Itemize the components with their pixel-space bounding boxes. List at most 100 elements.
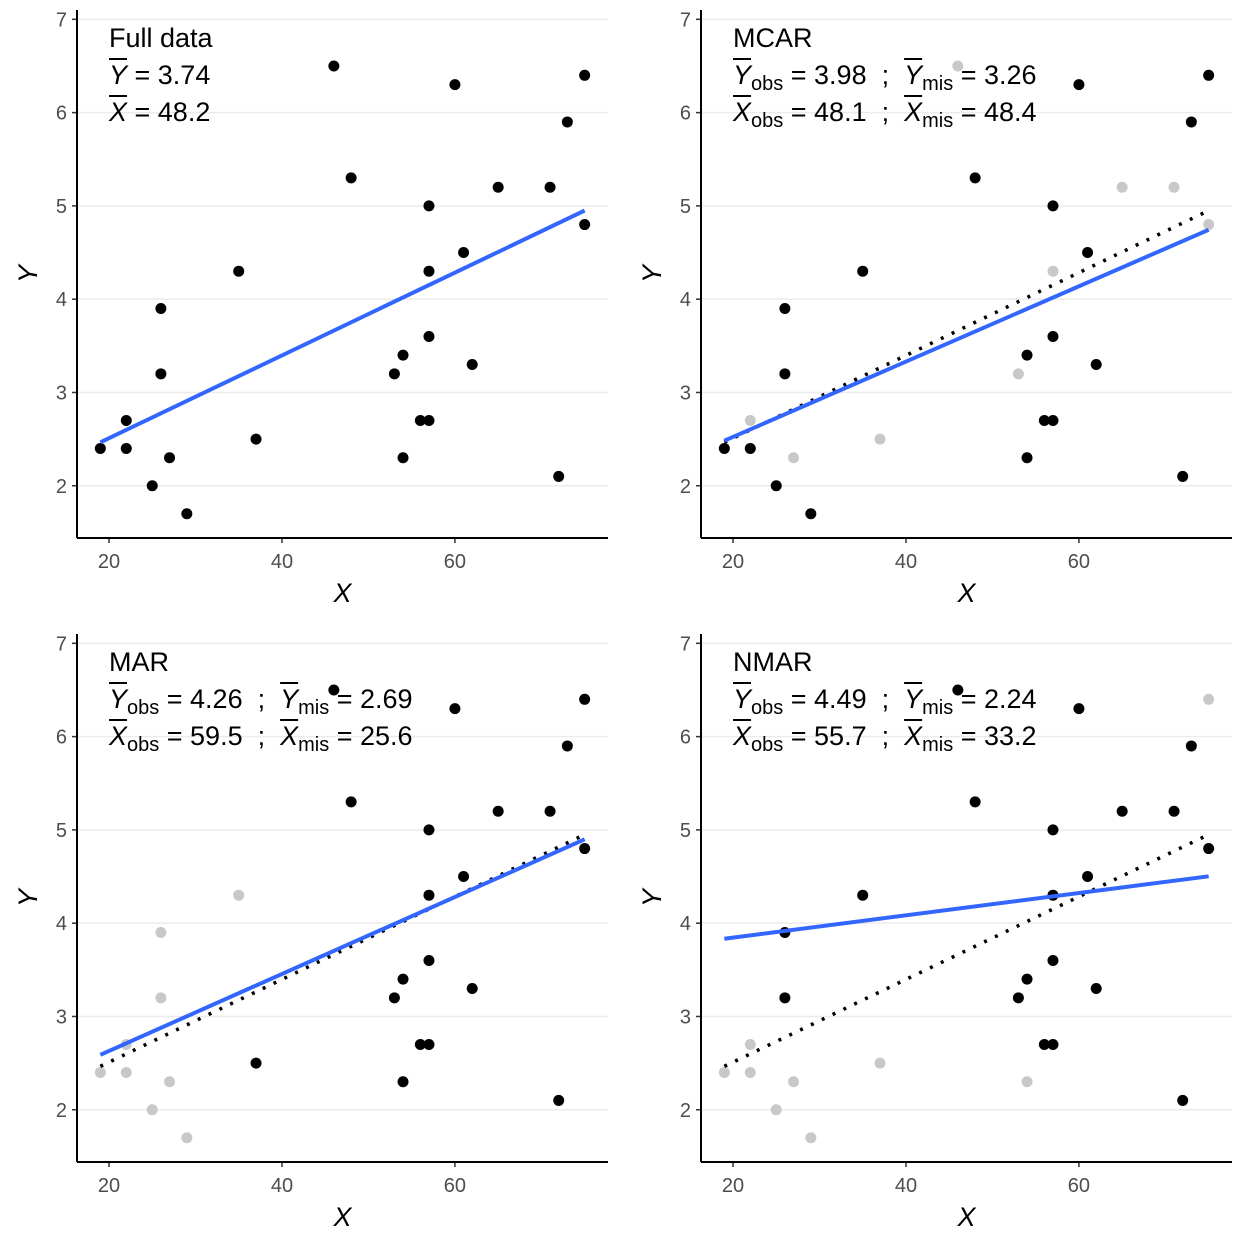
observed-point: [1047, 1038, 1059, 1050]
y-tick-label: 2: [56, 476, 67, 498]
observed-point: [164, 452, 176, 464]
missing-point: [874, 1057, 886, 1069]
observed-point: [423, 955, 435, 967]
full-data-fit-line: [723, 833, 1210, 1068]
y-tick-label: 7: [680, 633, 691, 655]
observed-point: [423, 824, 435, 836]
panel-title: Full data: [109, 23, 213, 53]
observed-point: [233, 265, 245, 277]
observed-point: [1047, 414, 1059, 426]
observed-point: [1038, 1038, 1050, 1050]
missing-point: [805, 1132, 817, 1144]
observed-point: [146, 480, 158, 492]
x-tick-label: 20: [98, 551, 120, 573]
missing-point: [1047, 265, 1059, 277]
missing-point: [1168, 181, 1180, 193]
y-tick-label: 5: [56, 196, 67, 218]
observed-point: [388, 368, 400, 380]
y-tick-label: 3: [56, 1006, 67, 1028]
observed-fit-line: [724, 874, 1209, 941]
observed-point: [744, 442, 756, 454]
observed-point: [94, 442, 106, 454]
observed-point: [857, 889, 869, 901]
observed-point: [397, 349, 409, 361]
observed-point: [1185, 740, 1197, 752]
observed-point: [414, 1038, 426, 1050]
observed-point: [345, 172, 357, 184]
y-mean-label: Y = 3.74: [109, 60, 211, 90]
y-tick-label: 6: [680, 103, 691, 125]
x-mean-label: Xobs = 48.1 ; Xmis = 48.4: [733, 97, 1037, 132]
x-tick-label: 40: [895, 551, 917, 573]
x-mean-label: X = 48.2: [109, 97, 211, 127]
missing-point: [1203, 693, 1215, 705]
observed-point: [388, 992, 400, 1004]
missing-point: [770, 1104, 782, 1116]
observed-point: [553, 1094, 565, 1106]
x-axis-label: X: [956, 578, 976, 608]
observed-point: [544, 181, 556, 193]
y-axis-label: Y: [13, 263, 43, 283]
y-tick-label: 4: [680, 913, 691, 935]
missing-point: [952, 60, 964, 72]
observed-point: [1082, 871, 1094, 883]
observed-point: [779, 368, 791, 380]
observed-point: [1073, 79, 1085, 91]
observed-point: [423, 265, 435, 277]
observed-fit-line: [99, 208, 586, 445]
x-tick-label: 20: [722, 551, 744, 573]
y-axis-label: Y: [637, 263, 667, 283]
missing-point: [164, 1076, 176, 1088]
y-tick-label: 6: [56, 727, 67, 749]
x-mean-label: Xobs = 59.5 ; Xmis = 25.6: [109, 721, 413, 756]
missing-point: [1116, 181, 1128, 193]
observed-fit-line: [723, 227, 1210, 443]
missing-point: [1021, 1076, 1033, 1088]
observed-point: [1047, 331, 1059, 343]
observed-point: [423, 200, 435, 212]
y-tick-label: 6: [56, 103, 67, 125]
observed-point: [449, 703, 461, 715]
observed-point: [181, 508, 193, 520]
x-tick-label: 60: [1068, 1175, 1090, 1197]
x-axis-label: X: [332, 1202, 352, 1232]
missing-point: [181, 1132, 193, 1144]
y-tick-label: 6: [680, 727, 691, 749]
x-tick-label: 40: [271, 551, 293, 573]
observed-point: [969, 172, 981, 184]
y-tick-label: 4: [56, 289, 67, 311]
x-tick-label: 60: [1068, 551, 1090, 573]
missing-point: [744, 414, 756, 426]
observed-point: [561, 740, 573, 752]
missing-point: [233, 889, 245, 901]
observed-point: [779, 992, 791, 1004]
observed-point: [579, 693, 591, 705]
y-axis-label: Y: [13, 887, 43, 907]
observed-point: [328, 60, 340, 72]
missing-point: [146, 1104, 158, 1116]
observed-point: [423, 889, 435, 901]
x-tick-label: 40: [895, 1175, 917, 1197]
observed-point: [155, 368, 167, 380]
observed-point: [345, 796, 357, 808]
missing-point: [788, 1076, 800, 1088]
observed-point: [1047, 200, 1059, 212]
observed-point: [1203, 69, 1215, 81]
y-mean-label: Yobs = 4.49 ; Ymis = 2.24: [733, 684, 1037, 719]
y-tick-label: 7: [56, 9, 67, 31]
y-tick-label: 4: [680, 289, 691, 311]
observed-point: [579, 219, 591, 231]
y-tick-label: 2: [56, 1100, 67, 1122]
missing-point: [155, 992, 167, 1004]
full-data-fit-line: [99, 833, 586, 1068]
missing-point: [1203, 219, 1215, 231]
observed-point: [458, 871, 470, 883]
observed-point: [805, 508, 817, 520]
panel-title: NMAR: [733, 647, 813, 677]
plot-svg: 2 3 4 5 6 7 20 40 60 X Y: [13, 633, 608, 1232]
plot-svg: 2 3 4 5 6 7 20 40 60 X Y: [637, 9, 1232, 608]
x-axis-label: X: [332, 578, 352, 608]
panel-mcar: 2 3 4 5 6 7 20 40 60 X Y MCAR Yobs = 3.98 ; Ymis = 3…: [624, 0, 1248, 624]
panel-title: MCAR: [733, 23, 813, 53]
